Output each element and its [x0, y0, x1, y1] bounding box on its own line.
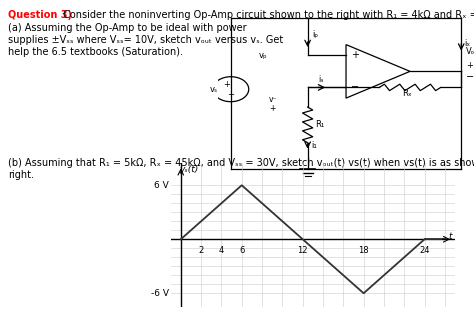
Text: 18: 18	[358, 245, 369, 254]
Text: Consider the noninverting Op-Amp circuit shown to the right with R₁ = 4kΩ and Rₓ: Consider the noninverting Op-Amp circuit…	[60, 10, 474, 20]
Text: 4: 4	[219, 245, 224, 254]
Text: −: −	[466, 72, 474, 82]
Text: -6 V: -6 V	[151, 289, 169, 298]
Text: +: +	[466, 61, 473, 70]
Text: supplies ±Vₛₛ where Vₛₛ= 10V, sketch vₒᵤₜ versus vₛ. Get: supplies ±Vₛₛ where Vₛₛ= 10V, sketch vₒᵤ…	[8, 35, 283, 45]
Text: v⁻: v⁻	[269, 95, 278, 104]
Text: vₚ: vₚ	[259, 51, 268, 60]
Text: 12: 12	[297, 245, 308, 254]
Text: −: −	[351, 82, 359, 92]
Text: −: −	[228, 90, 234, 99]
Text: t: t	[448, 232, 452, 241]
Text: iₓ: iₓ	[464, 39, 470, 49]
Text: iₐ: iₐ	[318, 75, 323, 84]
Text: 2: 2	[199, 245, 204, 254]
Text: +: +	[224, 80, 230, 89]
Text: R₁: R₁	[315, 121, 325, 129]
Text: right.: right.	[8, 170, 34, 180]
Text: Question 3): Question 3)	[8, 10, 72, 20]
Text: 6: 6	[239, 245, 245, 254]
Text: (b) Assuming that R₁ = 5kΩ, Rₓ = 45kΩ, and Vₛₛ = 30V, sketch vₒᵤₜ(t) vs(t) when : (b) Assuming that R₁ = 5kΩ, Rₓ = 45kΩ, a…	[8, 158, 474, 168]
Text: 24: 24	[419, 245, 430, 254]
Text: help the 6.5 textbooks (Saturation).: help the 6.5 textbooks (Saturation).	[8, 47, 183, 57]
Text: iₚ: iₚ	[313, 30, 319, 39]
Text: i₁: i₁	[311, 141, 317, 150]
Text: Rₓ: Rₓ	[402, 89, 412, 98]
Text: +: +	[351, 50, 359, 60]
Text: Vₒᵤₜ: Vₒᵤₜ	[466, 47, 474, 55]
Text: 6 V: 6 V	[154, 181, 169, 190]
Text: +: +	[269, 104, 275, 113]
Text: (a) Assuming the Op-Amp to be ideal with power: (a) Assuming the Op-Amp to be ideal with…	[8, 23, 246, 33]
Text: vₛ(t): vₛ(t)	[179, 165, 199, 174]
Text: vₛ: vₛ	[210, 85, 218, 94]
